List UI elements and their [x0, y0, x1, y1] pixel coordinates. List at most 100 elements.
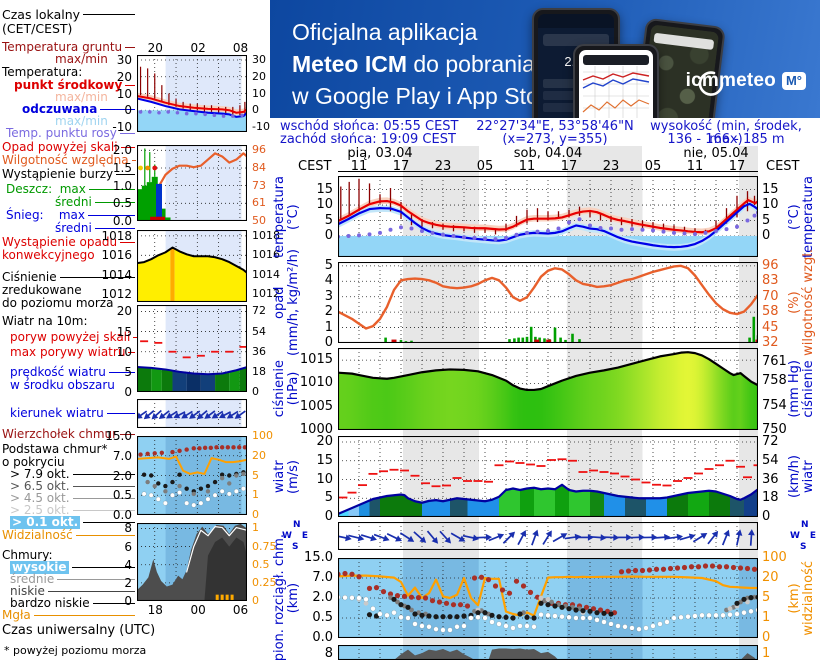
tick-label: 72 — [252, 304, 266, 318]
tick-label: 15 — [762, 181, 779, 197]
tick-label: 58 — [762, 304, 779, 320]
banner-line3: w Google Play i App Store — [292, 83, 560, 109]
date-label: pią, 03.04 — [347, 146, 413, 161]
tick-label: 36 — [762, 471, 779, 487]
phone-minichart — [582, 66, 650, 118]
tick-label: 0 — [762, 630, 771, 645]
legend-chart-precipitation: 2.0 1.5 1.0 0.5 0.0 96 84 73 61 50 — [0, 143, 268, 228]
tick-label: 4 — [324, 273, 333, 289]
tick-label: 15.0 — [105, 429, 132, 443]
axis-label: wiatr (m/s) — [272, 459, 301, 494]
tick-label: 20 — [252, 448, 266, 462]
tick-label: 20 — [252, 69, 266, 83]
time-axis: pią, 03.04 sob, 04.04 nie, 05.04 11 17 23 05 11… — [270, 146, 820, 174]
legend-label: konwekcyjnego — [2, 248, 95, 262]
hour-label: 17 — [392, 159, 410, 174]
panel-cloud-cover: 8 1 — [270, 645, 820, 660]
tick-label: 0 — [252, 508, 259, 521]
tick-label: 45 — [762, 319, 779, 335]
hour-label: 05 — [476, 159, 494, 174]
tick-label: 54 — [252, 324, 266, 338]
panel-precipitation-humidity: opad (mm/h, kg/m²/h) 5 4 3 2 1 0 96 83 70 58 45 32(… — [270, 249, 820, 356]
tick-label: 1 — [252, 521, 259, 535]
logo-badge: M° — [781, 72, 806, 90]
app-banner[interactable]: Oficjalna aplikacja Meteo ICM do pobrani… — [270, 0, 820, 118]
tick-label: 0 — [252, 594, 259, 607]
chart-svg-legend-wind-direction — [137, 399, 247, 428]
axis-label: ciśnienie (hPa) — [272, 360, 301, 418]
legend-label: Podstawa chmur* — [2, 442, 108, 456]
tick-label: 1.5 — [112, 160, 132, 175]
tick-label: 5 — [324, 490, 333, 506]
chart-svg-cloud-extent-visibility — [338, 558, 758, 638]
tick-label: 100 — [252, 429, 273, 442]
elevation-label: wysokość (min, środek, max) — [650, 119, 802, 147]
time-tick-label: 00 — [190, 603, 206, 617]
axis-label: (%) wilgotność wzgl. — [787, 249, 816, 356]
tick-label: 1018 — [252, 228, 280, 242]
legend-label: Śnieg: max — [6, 209, 135, 222]
utc-time-ticks: 18 00 06 — [0, 603, 268, 617]
tick-label: 15 — [316, 452, 333, 468]
tick-label: 2.0 — [112, 468, 132, 483]
tick-label: 761 — [762, 354, 787, 370]
legend-label: Mgła — [2, 609, 135, 622]
hour-label: 05 — [644, 159, 662, 174]
legend-label: > 6.5 okt. — [10, 480, 135, 493]
banner-line2: Meteo ICM do pobrania — [292, 51, 535, 77]
tick-label: 18 — [762, 490, 779, 506]
tick-label: 5 — [124, 364, 132, 379]
tick-label: -10 — [252, 119, 270, 133]
chart-svg-wind-speed — [338, 436, 758, 517]
panel-cloud-extent-visibility: pion. rozciągł. chm. (km) 15.0 7.0 2.0 0.5 0.… — [270, 534, 820, 660]
legend-chart-wind-direction — [0, 399, 268, 428]
tick-label: 30 — [252, 53, 266, 67]
tick-label: 1000 — [299, 422, 333, 437]
legend-label: Wystąpienie opadu — [2, 236, 135, 249]
tick-label: 2 — [124, 575, 132, 590]
chart-svg-legend-wind — [137, 305, 247, 392]
tick-label: 0.0 — [112, 508, 132, 522]
tick-label: 10 — [762, 197, 779, 213]
tick-label: 7.0 — [112, 448, 132, 463]
tick-label: 0 — [124, 594, 132, 608]
tick-label: 0 — [324, 335, 333, 350]
legend-chart-cloud-extent: 15.0 7.0 2.0 0.5 0.0 100 20 5 1 0 — [0, 429, 273, 522]
axis-label: (mm Hg) ciśnienie — [787, 360, 816, 418]
legend-label: Wierzchołek chmur — [2, 428, 135, 441]
panel-temperature: temperatura (°C) 15 10 5 0 15 10 5 0 (°C) temper… — [270, 175, 820, 258]
tick-label: 0 — [762, 509, 771, 524]
phone-mockup-meteogram — [573, 44, 659, 118]
sunset-time: zachód słońca: 19:09 CEST — [280, 132, 456, 147]
legend-label: poryw powyżej skali — [10, 331, 138, 344]
tick-label: 5 — [762, 590, 771, 605]
tick-label: -10 — [112, 119, 132, 134]
tick-label: 2.0 — [312, 590, 333, 605]
tick-label: 1014 — [101, 267, 132, 282]
legend-label: punkt środkowy — [14, 79, 135, 92]
chart-svg-precipitation-humidity — [338, 262, 758, 343]
tick-label: 83 — [762, 273, 779, 289]
legend-label: Wystąpienie burzy — [2, 168, 135, 181]
hour-label: 17 — [560, 159, 578, 174]
tick-label: 0.5 — [112, 196, 132, 211]
date-label: sob, 04.04 — [513, 146, 583, 161]
chart-svg-cloud-cover-top — [338, 645, 758, 660]
tick-label: 0 — [324, 227, 333, 243]
meteogram-main: Oficjalna aplikacja Meteo ICM do pobrani… — [270, 0, 820, 660]
chart-svg-legend-cloud-extent — [137, 436, 247, 515]
tick-label: 20 — [762, 570, 779, 585]
axis-label: temperatura (°C) — [272, 175, 301, 258]
axis-label: opad (mm/h, kg/m²/h) — [272, 249, 301, 357]
legend-chart-pressure: 1018 1016 1014 1012 1018 1016 1014 1012 — [0, 229, 280, 302]
legend-chart-temperature: 20 02 08 30 20 10 0 -10 30 20 10 0 -10 — [0, 41, 270, 134]
chart-svg-temperature — [338, 176, 758, 257]
legend-label: do poziomu morza — [2, 296, 114, 310]
legend-chart-wind: 20 15 10 5 0 72 54 36 18 0 — [0, 304, 268, 399]
legend-label: Chmury: — [2, 548, 53, 562]
icmmeteo-logo: icmmeteo M° — [686, 70, 806, 96]
axis-label: (km) widzialność — [787, 560, 816, 636]
tick-label: 0.5 — [252, 557, 270, 571]
tick-label: 36 — [252, 344, 266, 358]
